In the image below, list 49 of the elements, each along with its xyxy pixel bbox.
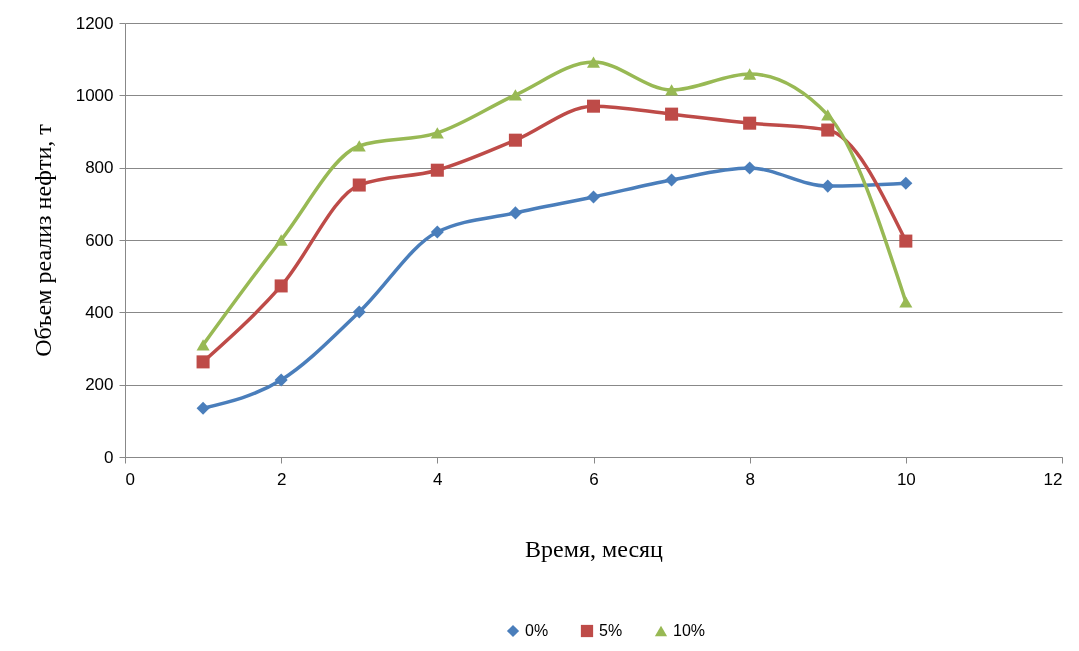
y-tick-label: 400 bbox=[85, 302, 114, 322]
point bbox=[352, 178, 366, 192]
y-tick-label: 1000 bbox=[75, 85, 114, 105]
legend-label: 10% bbox=[673, 622, 706, 639]
point bbox=[586, 99, 601, 113]
point bbox=[665, 107, 679, 121]
point bbox=[586, 56, 601, 68]
point bbox=[430, 225, 444, 239]
point bbox=[899, 176, 913, 190]
point bbox=[196, 355, 210, 369]
y-tick-label: 200 bbox=[85, 375, 114, 395]
point bbox=[743, 116, 757, 130]
x-tick-label: 12 bbox=[1043, 469, 1063, 489]
legend-label: 5% bbox=[599, 622, 623, 639]
point bbox=[274, 234, 288, 246]
point bbox=[821, 109, 835, 121]
legend-label: 0% bbox=[525, 622, 549, 639]
y-tick-label: 1200 bbox=[75, 13, 114, 33]
point bbox=[899, 234, 913, 248]
x-tick-label: 6 bbox=[589, 469, 599, 489]
point bbox=[196, 339, 210, 351]
point bbox=[352, 140, 366, 152]
y-tick-label: 0 bbox=[104, 447, 114, 467]
x-tick-label: 8 bbox=[745, 469, 755, 489]
point bbox=[665, 173, 679, 187]
point bbox=[508, 206, 522, 220]
point bbox=[430, 163, 444, 177]
point bbox=[274, 373, 288, 387]
point bbox=[430, 127, 444, 139]
x-tick-label: 10 bbox=[896, 469, 916, 489]
x-tick-label: 0 bbox=[125, 469, 135, 489]
point bbox=[665, 84, 679, 96]
point bbox=[196, 401, 210, 415]
point bbox=[586, 190, 601, 204]
x-tick-label: 4 bbox=[433, 469, 443, 489]
point bbox=[899, 296, 913, 308]
point bbox=[352, 305, 366, 319]
point bbox=[743, 161, 757, 175]
point bbox=[508, 133, 522, 147]
y-tick-label: 600 bbox=[85, 230, 114, 250]
y-tick-label: 800 bbox=[85, 158, 114, 178]
point bbox=[508, 89, 522, 101]
point bbox=[821, 123, 835, 137]
x-tick-label: 2 bbox=[276, 469, 287, 489]
point bbox=[743, 68, 757, 80]
x-axis-title: Время, месяц bbox=[525, 535, 664, 562]
point bbox=[274, 279, 288, 293]
y-axis-title: Объем реализ нефти, т bbox=[29, 123, 56, 357]
point bbox=[821, 179, 835, 193]
